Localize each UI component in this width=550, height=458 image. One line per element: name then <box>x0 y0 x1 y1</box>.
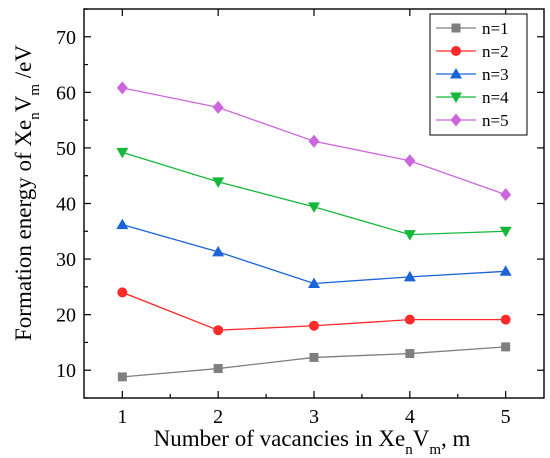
y-tick-label: 20 <box>56 305 76 327</box>
y-tick-label: 10 <box>56 360 76 382</box>
legend-label: n=2 <box>482 42 509 61</box>
x-tick-label: 1 <box>117 406 127 428</box>
data-point <box>500 314 511 325</box>
data-point <box>116 147 129 159</box>
data-point <box>308 202 320 213</box>
x-tick-label: 3 <box>309 406 319 428</box>
legend-marker <box>450 92 462 103</box>
legend-marker <box>450 68 462 79</box>
data-point <box>212 177 225 188</box>
data-point <box>403 230 416 241</box>
y-tick-label: 70 <box>56 27 76 49</box>
legend-label: n=3 <box>482 65 509 84</box>
legend: n=1 n=2 n=3 n=4 n=5 <box>429 13 528 136</box>
series-5 <box>116 81 512 202</box>
data-point <box>499 226 512 238</box>
data-point <box>308 134 320 148</box>
data-point <box>213 325 224 336</box>
data-point <box>501 342 511 352</box>
data-point <box>499 265 512 276</box>
series-line <box>122 151 506 236</box>
data-point <box>500 188 512 202</box>
series-4 <box>116 147 512 241</box>
data-point <box>117 287 128 298</box>
data-point <box>405 349 415 359</box>
x-axis-title: Number of vacancies in XenVm, m <box>154 426 471 458</box>
legend-marker <box>451 23 461 33</box>
data-point <box>116 218 129 230</box>
data-point <box>212 100 224 114</box>
data-point <box>309 320 319 331</box>
y-axis-title: Formation energy of XenVm /eV <box>11 45 43 341</box>
data-point <box>404 314 415 325</box>
series-3 <box>116 218 512 289</box>
legend-marker <box>450 113 462 127</box>
x-tick-label: 5 <box>501 406 511 428</box>
series-2 <box>117 287 511 336</box>
legend-marker <box>451 46 461 56</box>
y-tick-label: 60 <box>56 82 76 104</box>
y-tick-label: 40 <box>56 194 76 216</box>
series-1 <box>117 342 511 382</box>
data-point <box>403 270 416 282</box>
x-tick-label: 2 <box>213 406 223 428</box>
data-point <box>309 352 319 362</box>
legend-label: n=4 <box>482 88 509 107</box>
data-point <box>117 372 127 382</box>
data-point <box>213 364 223 374</box>
data-point <box>404 154 416 168</box>
legend-label: n=1 <box>482 19 509 38</box>
y-tick-label: 30 <box>56 249 76 271</box>
data-point <box>116 81 128 95</box>
legend-label: n=5 <box>482 111 509 130</box>
y-tick-label: 50 <box>56 138 76 160</box>
data-point <box>212 245 225 257</box>
x-tick-label: 4 <box>405 406 415 428</box>
data-point <box>308 277 320 289</box>
